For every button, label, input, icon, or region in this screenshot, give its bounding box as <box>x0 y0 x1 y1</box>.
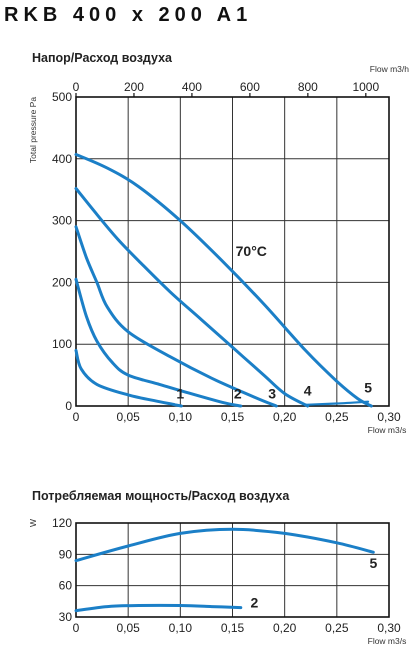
power-chart-title: Потребляемая мощность/Расход воздуха <box>32 489 290 503</box>
chart1-x2-tick-label: 400 <box>182 80 202 94</box>
chart2-y-tick-label: 90 <box>59 547 73 561</box>
chart1-x-tick-label: 0,05 <box>116 410 140 424</box>
chart1-y-tick-label: 100 <box>52 337 72 351</box>
chart2-x-tick-label: 0 <box>73 621 80 635</box>
chart1-x2-axis-label: Flow m3/h <box>370 64 409 74</box>
chart2-x-tick-label: 0,25 <box>325 621 349 635</box>
chart1-series-5-limit-line <box>304 400 370 406</box>
chart-main-title: RKB 400 x 200 A1 <box>4 4 253 26</box>
chart2-x-tick-label: 0,05 <box>116 621 140 635</box>
chart2-curve-label-5: 5 <box>369 555 377 571</box>
chart1-y-axis-label: Total pressure Pa <box>28 97 38 163</box>
chart1-x-tick-label: 0,20 <box>273 410 297 424</box>
chart1-series-4-line <box>74 187 310 408</box>
chart1-curve-label-3: 3 <box>268 386 276 402</box>
chart1-y-tick-label: 300 <box>52 214 72 228</box>
chart2-x-tick-label: 0,20 <box>273 621 297 635</box>
chart1-curve-label-2: 2 <box>234 386 242 402</box>
chart2-y-tick-label: 60 <box>59 579 73 593</box>
chart1-y-tick-label: 400 <box>52 152 72 166</box>
chart1-x2-tick-label: 600 <box>240 80 260 94</box>
chart1-series-2-line <box>74 277 243 408</box>
chart1-x-tick-label: 0,10 <box>169 410 193 424</box>
chart1-curve-label-4: 4 <box>304 382 312 398</box>
chart2-x-axis-label: Flow m3/s <box>368 636 407 646</box>
chart1-x2-tick-label: 0 <box>73 80 80 94</box>
chart1-curve-label-5: 5 <box>364 379 372 395</box>
chart1-x2-tick-label: 1000 <box>352 80 379 94</box>
chart1-temperature-annotation: 70°C <box>236 243 267 259</box>
chart1-y-tick-label: 200 <box>52 275 72 289</box>
chart1-series-1-line <box>74 348 183 408</box>
chart2-plot-frame <box>75 522 390 618</box>
chart1-x2-tick-label: 800 <box>298 80 318 94</box>
chart1-y-tick-label: 0 <box>65 399 72 413</box>
chart1-series-5-line <box>74 153 373 408</box>
chart1-curve-label-1: 1 <box>176 386 184 402</box>
chart1-x2-tick-label: 200 <box>124 80 144 94</box>
pressure-chart-title: Напор/Расход воздуха <box>32 51 173 65</box>
chart1-x-tick-label: 0,25 <box>325 410 349 424</box>
chart1-x-axis-label: Flow m3/s <box>368 425 407 435</box>
chart2-series-5-line <box>74 527 375 563</box>
chart2-x-tick-label: 0,10 <box>169 621 193 635</box>
chart1-x-tick-label: 0 <box>73 410 80 424</box>
chart1-x-tick-label: 0,15 <box>221 410 245 424</box>
chart1-y-tick-label: 500 <box>52 90 72 104</box>
chart2-y-axis-label: W <box>28 519 38 527</box>
chart2-y-tick-label: 120 <box>52 516 72 530</box>
chart2-series-2-line <box>74 603 243 613</box>
chart2-x-tick-label: 0,15 <box>221 621 245 635</box>
chart1-x-tick-label: 0,30 <box>377 410 401 424</box>
chart1-series-3-line <box>74 225 278 408</box>
chart2-x-tick-label: 0,30 <box>377 621 401 635</box>
chart2-curve-label-2: 2 <box>251 595 259 611</box>
chart2-y-tick-label: 30 <box>59 610 73 624</box>
